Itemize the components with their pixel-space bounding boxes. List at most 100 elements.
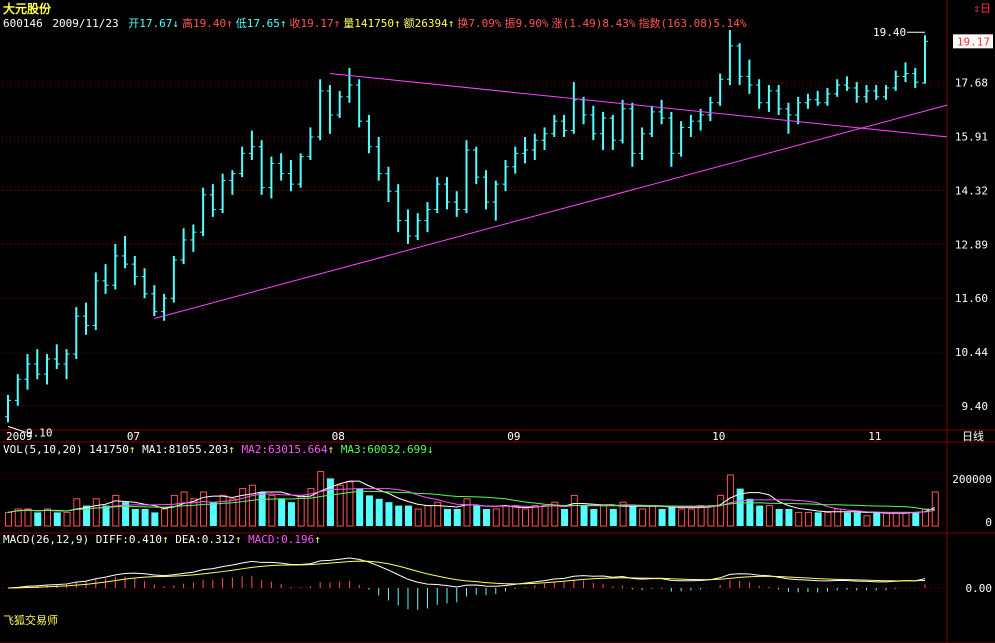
vol-bar-28: [278, 498, 286, 526]
vol-bar-92: [902, 511, 910, 527]
vol-bar-54: [531, 505, 539, 527]
stock-name: 大元股份: [3, 2, 52, 16]
vol-tick-0: 200000: [952, 473, 992, 486]
price-tick-3: 12.89: [955, 238, 988, 251]
quote-field-0: 开17.67↓: [128, 17, 179, 30]
vol-bar-36: [356, 488, 364, 526]
vol-bar-64: [629, 505, 637, 526]
vol-ma1: MA1:81055.203: [142, 443, 229, 456]
quote-field-1: 高19.40↑: [181, 17, 233, 30]
macd-dea-line: [7, 560, 926, 589]
vol-bar-69: [678, 508, 686, 527]
vol-bar-14: [141, 509, 149, 526]
vol-bar-88: [863, 515, 871, 527]
vol-bar-33: [326, 478, 334, 526]
price-tick-4: 11.60: [955, 292, 988, 305]
time-label-3: 09: [507, 430, 520, 443]
quote-field-9: 指数(163.08)5.14%: [638, 17, 747, 30]
vol-bar-7: [73, 498, 81, 527]
macd-legend: MACD(26,12,9) DIFF:0.410↑ DEA:0.312↑ MAC…: [3, 533, 321, 546]
vol-bar-3: [34, 512, 42, 526]
vol-ma2-line: [7, 488, 935, 513]
macd-value: MACD:0.196: [248, 533, 315, 546]
vol-bar-39: [385, 502, 393, 526]
vol-bar-12: [122, 502, 130, 526]
vol-bar-90: [882, 511, 890, 527]
quote-fields: 开17.67↓ 高19.40↑ 低17.65↑ 收19.17↑ 量141750↑ 额263…: [128, 17, 749, 30]
vol-bar-10: [102, 505, 110, 526]
quote-field-5: 额26394↑: [403, 17, 455, 30]
vol-bar-58: [570, 494, 578, 527]
macd-value-arrow: ↑: [314, 533, 321, 546]
vol-bar-22: [219, 494, 227, 527]
vol-bar-82: [804, 511, 812, 527]
macd-diff-line: [7, 557, 926, 589]
vol-ma1-arrow: ↑: [228, 443, 235, 456]
low-marker-line: [7, 425, 27, 433]
vol-bar-86: [843, 512, 851, 526]
macd-diff: DIFF:0.410: [95, 533, 162, 546]
volume-legend: VOL(5,10,20) 141750↑ MA1:81055.203↑ MA2:…: [3, 443, 434, 456]
price-tick-6: 9.40: [962, 400, 989, 413]
vol-bar-2: [24, 508, 32, 527]
vol-bar-20: [200, 491, 208, 527]
vol-current-arrow: ↑: [128, 443, 136, 456]
vol-bar-21: [209, 502, 217, 526]
vol-bar-71: [697, 505, 705, 527]
time-label-4: 10: [712, 430, 725, 443]
vol-bar-15: [151, 512, 159, 526]
vol-bar-42: [414, 508, 422, 527]
vol-bar-84: [824, 511, 832, 527]
time-label-5: 11: [868, 430, 881, 443]
vol-bar-43: [424, 505, 432, 527]
vol-bar-31: [307, 488, 315, 527]
macd-dea: DEA:0.312: [175, 533, 235, 546]
vol-bar-18: [180, 491, 188, 527]
vol-bar-17: [170, 494, 178, 527]
vol-bar-47: [463, 498, 471, 527]
vol-bar-73: [717, 494, 725, 527]
vol-bar-91: [892, 511, 900, 527]
time-label-2: 08: [332, 430, 345, 443]
vol-bar-40: [395, 505, 403, 526]
vol-bar-49: [483, 509, 491, 526]
macd-dea-arrow: ↑: [234, 533, 242, 546]
vol-bar-37: [365, 495, 373, 526]
vol-bar-62: [609, 509, 617, 526]
vol-bar-46: [453, 509, 461, 526]
quote-info-line: 600146 2009/11/23 开17.67↓ 高19.40↑ 低17.65↑ 收…: [3, 15, 753, 31]
vol-ma2: MA2:63015.664: [241, 443, 328, 456]
vol-bar-68: [668, 505, 676, 526]
vol-bar-19: [190, 498, 198, 527]
quote-field-6: 换7.09%: [457, 17, 502, 30]
vol-bar-26: [258, 492, 266, 526]
vol-bar-70: [687, 508, 695, 527]
vol-bar-67: [658, 509, 666, 526]
vol-bar-30: [297, 494, 305, 527]
period-toggle-icon[interactable]: ⇕日: [973, 2, 991, 15]
vol-bar-0: [5, 511, 12, 527]
vol-bar-53: [522, 508, 530, 527]
vol-bar-25: [248, 484, 256, 527]
macd-diff-arrow: ↑: [161, 533, 169, 546]
vol-bar-81: [795, 511, 803, 527]
vol-ma3: MA3:60032.699: [340, 443, 427, 456]
vol-bar-35: [346, 481, 354, 527]
vol-bar-79: [775, 509, 783, 526]
price-tick-1: 15.91: [955, 131, 988, 144]
time-label-0: 2009: [6, 430, 33, 443]
vol-bar-52: [512, 505, 520, 527]
vol-bar-27: [268, 494, 276, 527]
vol-bar-11: [112, 494, 120, 527]
current-price-tag-bg: [953, 34, 993, 49]
vol-tick-1: 0: [985, 516, 992, 529]
vol-bar-48: [473, 505, 481, 526]
vol-bar-38: [375, 498, 383, 526]
vol-ma3-arrow: ↓: [426, 443, 434, 456]
price-tick-5: 10.44: [955, 346, 988, 359]
vol-bar-16: [161, 508, 169, 527]
vol-bar-72: [707, 505, 715, 527]
stock-code: 600146: [3, 17, 43, 30]
vol-bar-63: [619, 501, 627, 527]
